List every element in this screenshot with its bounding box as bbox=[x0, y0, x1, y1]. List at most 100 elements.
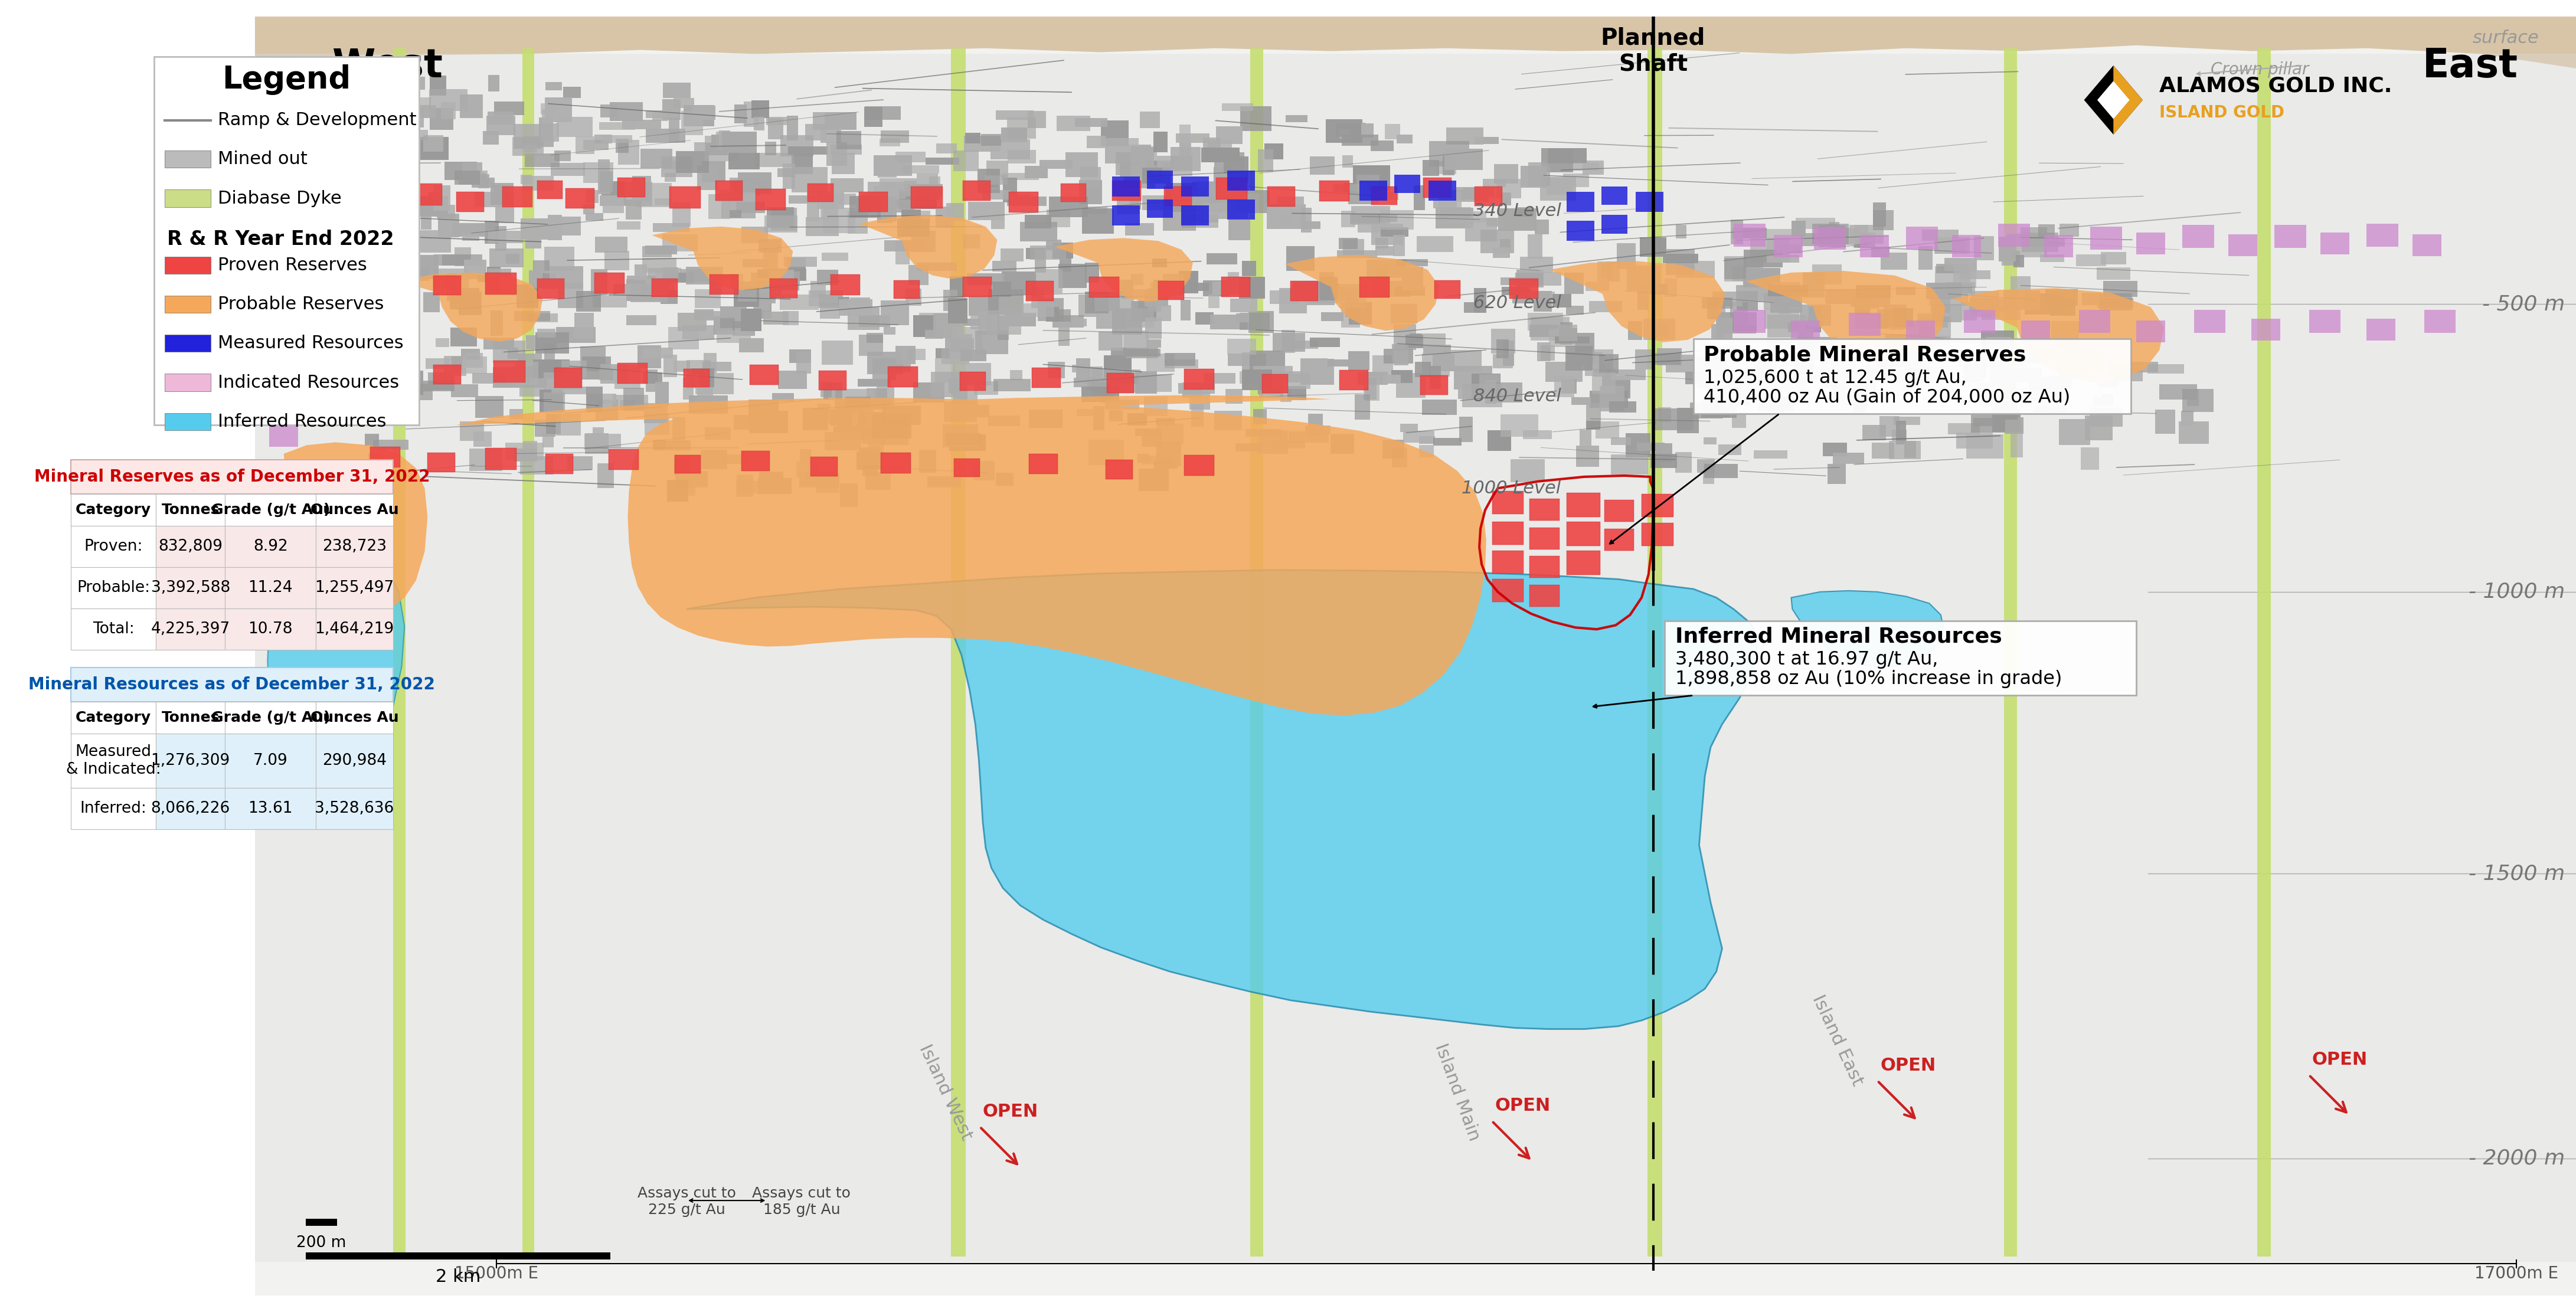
Bar bbox=[811, 281, 827, 298]
Bar bbox=[804, 408, 829, 430]
Bar bbox=[495, 203, 515, 223]
Bar bbox=[971, 315, 992, 329]
Bar bbox=[2110, 362, 2143, 382]
Bar bbox=[616, 139, 629, 152]
Bar bbox=[1360, 192, 1399, 199]
Bar bbox=[1309, 156, 1334, 174]
Bar bbox=[1090, 440, 1123, 464]
Bar bbox=[1285, 115, 1309, 122]
Bar bbox=[1345, 182, 1360, 193]
Bar bbox=[1311, 286, 1329, 294]
Text: 840 Level: 840 Level bbox=[1473, 388, 1561, 405]
Bar bbox=[1278, 197, 1303, 216]
Bar bbox=[1419, 445, 1435, 458]
Bar bbox=[1110, 370, 1141, 392]
Bar bbox=[703, 136, 739, 161]
Bar bbox=[1677, 408, 1698, 433]
Text: 410,400 oz Au (Gain of 204,000 oz Au): 410,400 oz Au (Gain of 204,000 oz Au) bbox=[1703, 388, 2071, 407]
Bar bbox=[1146, 340, 1162, 348]
Bar bbox=[1654, 408, 1692, 430]
Bar bbox=[1370, 281, 1412, 297]
Bar bbox=[904, 289, 922, 306]
Bar bbox=[1267, 205, 1306, 230]
Bar bbox=[866, 106, 881, 127]
Bar bbox=[489, 249, 523, 268]
Bar bbox=[1932, 304, 1963, 323]
Bar bbox=[951, 277, 963, 298]
Bar bbox=[739, 282, 775, 303]
Bar bbox=[1033, 367, 1061, 387]
Bar bbox=[1221, 277, 1249, 297]
Bar bbox=[1656, 443, 1672, 462]
Bar bbox=[819, 303, 840, 319]
Bar bbox=[734, 105, 747, 123]
Bar bbox=[680, 269, 708, 282]
Text: 1000 Level: 1000 Level bbox=[1461, 480, 1561, 497]
Bar bbox=[2053, 352, 2069, 367]
Bar bbox=[1749, 237, 1790, 262]
Bar bbox=[1528, 163, 1551, 186]
Bar bbox=[461, 234, 479, 241]
Bar bbox=[2014, 255, 2025, 268]
Bar bbox=[307, 1219, 337, 1225]
Bar bbox=[881, 405, 920, 425]
Bar bbox=[1935, 266, 1971, 290]
Bar bbox=[878, 197, 896, 222]
Bar bbox=[2089, 227, 2123, 249]
Bar bbox=[1113, 181, 1141, 201]
Bar bbox=[1528, 235, 1543, 258]
Bar bbox=[956, 404, 989, 417]
Bar bbox=[2007, 417, 2022, 434]
Bar bbox=[1492, 551, 1522, 573]
Bar bbox=[1929, 286, 1968, 306]
Bar bbox=[1566, 192, 1595, 213]
Bar bbox=[1710, 324, 1723, 340]
Bar bbox=[464, 260, 487, 279]
Bar bbox=[157, 789, 224, 829]
Bar bbox=[70, 495, 394, 526]
Bar bbox=[1023, 303, 1054, 318]
Bar bbox=[706, 143, 729, 155]
Bar bbox=[389, 269, 420, 283]
Bar bbox=[783, 163, 796, 189]
Bar bbox=[428, 192, 440, 201]
Text: Island East: Island East bbox=[1808, 992, 1865, 1089]
Bar bbox=[1180, 215, 1218, 223]
Bar bbox=[1360, 123, 1373, 138]
Bar bbox=[1564, 273, 1584, 294]
Bar bbox=[1327, 287, 1352, 299]
Bar bbox=[1767, 255, 1801, 262]
Bar bbox=[1368, 260, 1406, 278]
Bar bbox=[523, 136, 554, 147]
Bar bbox=[1502, 415, 1538, 437]
Polygon shape bbox=[255, 17, 2576, 68]
Bar bbox=[1808, 310, 1829, 319]
Bar bbox=[1218, 201, 1247, 219]
Bar bbox=[1994, 384, 2017, 398]
Bar bbox=[1628, 321, 1641, 340]
Bar bbox=[884, 182, 896, 190]
Bar bbox=[2179, 421, 2208, 443]
Bar bbox=[155, 56, 420, 425]
Bar bbox=[1386, 123, 1401, 139]
Bar bbox=[2058, 367, 2092, 378]
Bar bbox=[1927, 283, 1963, 299]
Bar bbox=[374, 440, 410, 450]
Bar bbox=[824, 194, 855, 205]
Bar bbox=[840, 426, 863, 440]
Bar bbox=[420, 136, 448, 160]
Bar bbox=[451, 328, 477, 346]
Bar bbox=[474, 192, 510, 207]
Bar bbox=[819, 382, 832, 398]
Bar bbox=[590, 269, 608, 294]
Text: Island Main: Island Main bbox=[1432, 1042, 1484, 1143]
Bar bbox=[850, 298, 871, 306]
Bar bbox=[474, 432, 492, 447]
Bar bbox=[600, 105, 618, 117]
Bar bbox=[811, 457, 837, 476]
Bar bbox=[559, 282, 582, 308]
Bar bbox=[822, 198, 837, 220]
Bar bbox=[1131, 302, 1157, 321]
Bar bbox=[835, 388, 873, 413]
Bar bbox=[399, 384, 433, 400]
